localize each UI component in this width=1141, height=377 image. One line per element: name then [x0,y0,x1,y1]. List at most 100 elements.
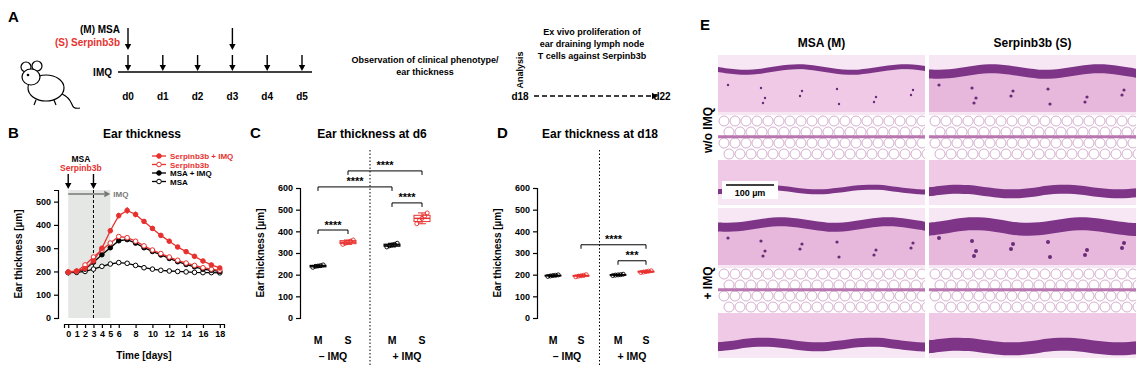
data-point [66,270,71,275]
arrow-head [90,183,96,189]
cell-nucleus [909,246,912,249]
adipocyte [884,138,894,148]
adipocyte [757,149,767,159]
adipocyte [774,138,784,148]
mouse-icon [21,61,80,108]
adipocyte [785,269,795,279]
treatment-label: (M) MSA [80,24,120,35]
panel-c: CEar thickness at d60100200300400500600E… [250,124,430,366]
data-point [175,258,180,263]
adipocyte [1023,302,1033,312]
tick-mark [93,324,94,328]
adipocyte [752,116,762,126]
adipocyte [974,116,984,126]
adipose-band [718,115,925,160]
tick-label: 1 [75,329,80,339]
adipocyte [730,269,740,279]
adipocyte [996,116,1006,126]
imq-arrow [264,55,270,71]
cell-nucleus [727,84,729,86]
data-point [584,273,588,277]
cell-nucleus [937,83,940,86]
series-line [68,210,220,271]
adipocyte [1018,291,1028,301]
adipocyte [979,302,989,312]
adipocyte [1023,149,1033,159]
adipocyte [834,149,844,159]
tick-label: 300 [36,244,51,254]
adipocyte [818,269,828,279]
cell-nucleus [1120,246,1124,250]
injection-line [93,190,94,318]
analysis-label: Analysis [515,51,525,88]
adipocyte [851,269,861,279]
adipocyte [851,291,861,301]
adipocyte [935,302,945,312]
tick-label: 8 [134,329,139,339]
tick: 4 [100,324,105,339]
scale-bar-background [722,181,778,199]
tick-mark [169,324,170,328]
adipocyte [774,116,784,126]
tick-mark [54,225,58,226]
adipocyte [906,138,916,148]
adipocyte [985,116,995,126]
adipocyte [862,291,872,301]
day-label: d4 [261,91,273,102]
tick: 100 [515,292,537,302]
chart-title: Ear thickness at d6 [317,127,427,141]
arrow-shaft [162,55,163,65]
tick: 600 [515,183,537,193]
imq-arrow [194,55,200,71]
dermis [718,160,925,190]
data-point [74,269,79,274]
axis-line [65,325,225,329]
arrow-head [264,65,270,71]
adipocyte [1062,291,1072,301]
data-point [150,226,155,231]
tick-label: 6 [117,329,122,339]
adipocyte [763,269,773,279]
adipocyte [840,291,850,301]
cell-nucleus [1085,95,1088,98]
timeline-line [118,71,312,72]
cell-nucleus [1122,88,1125,91]
injection-arrow [65,174,71,189]
axis: 0100200300400500 [36,191,59,324]
adipocyte [878,302,888,312]
adipocyte [851,138,861,148]
data-point [91,259,96,264]
tick-mark [54,271,58,272]
arrow-head [194,65,200,71]
category-label: S [418,334,425,346]
tick-label: 200 [278,270,293,280]
day-label: d3 [227,91,239,102]
adipocyte [845,149,855,159]
adipocyte [763,116,773,126]
adipocyte [1040,138,1050,148]
adipocyte [1067,302,1077,312]
adipocyte [1089,149,1099,159]
adipocyte [1073,116,1083,126]
tick-label: 0 [46,313,51,323]
data-point [387,244,391,248]
group-label: + IMQ [393,350,422,362]
adipocyte [763,291,773,301]
category-label: M [388,334,397,346]
adipocyte [1122,302,1132,312]
axis-line [296,189,301,319]
median [638,271,654,272]
tick-label: 4 [100,329,105,339]
arrow-shaft [93,174,94,183]
cell-nucleus [872,253,875,256]
tick-mark [102,324,103,328]
adipocyte [1007,291,1017,301]
cell-nucleus [912,89,914,91]
cell-nucleus [1046,87,1049,90]
imq-arrow [299,55,305,71]
tick-label: 12 [165,329,175,339]
axis-title: Ear thickness [µm] [255,208,266,297]
epidermis [718,217,925,232]
adipocyte [1111,149,1121,159]
cell-nucleus [874,248,877,251]
